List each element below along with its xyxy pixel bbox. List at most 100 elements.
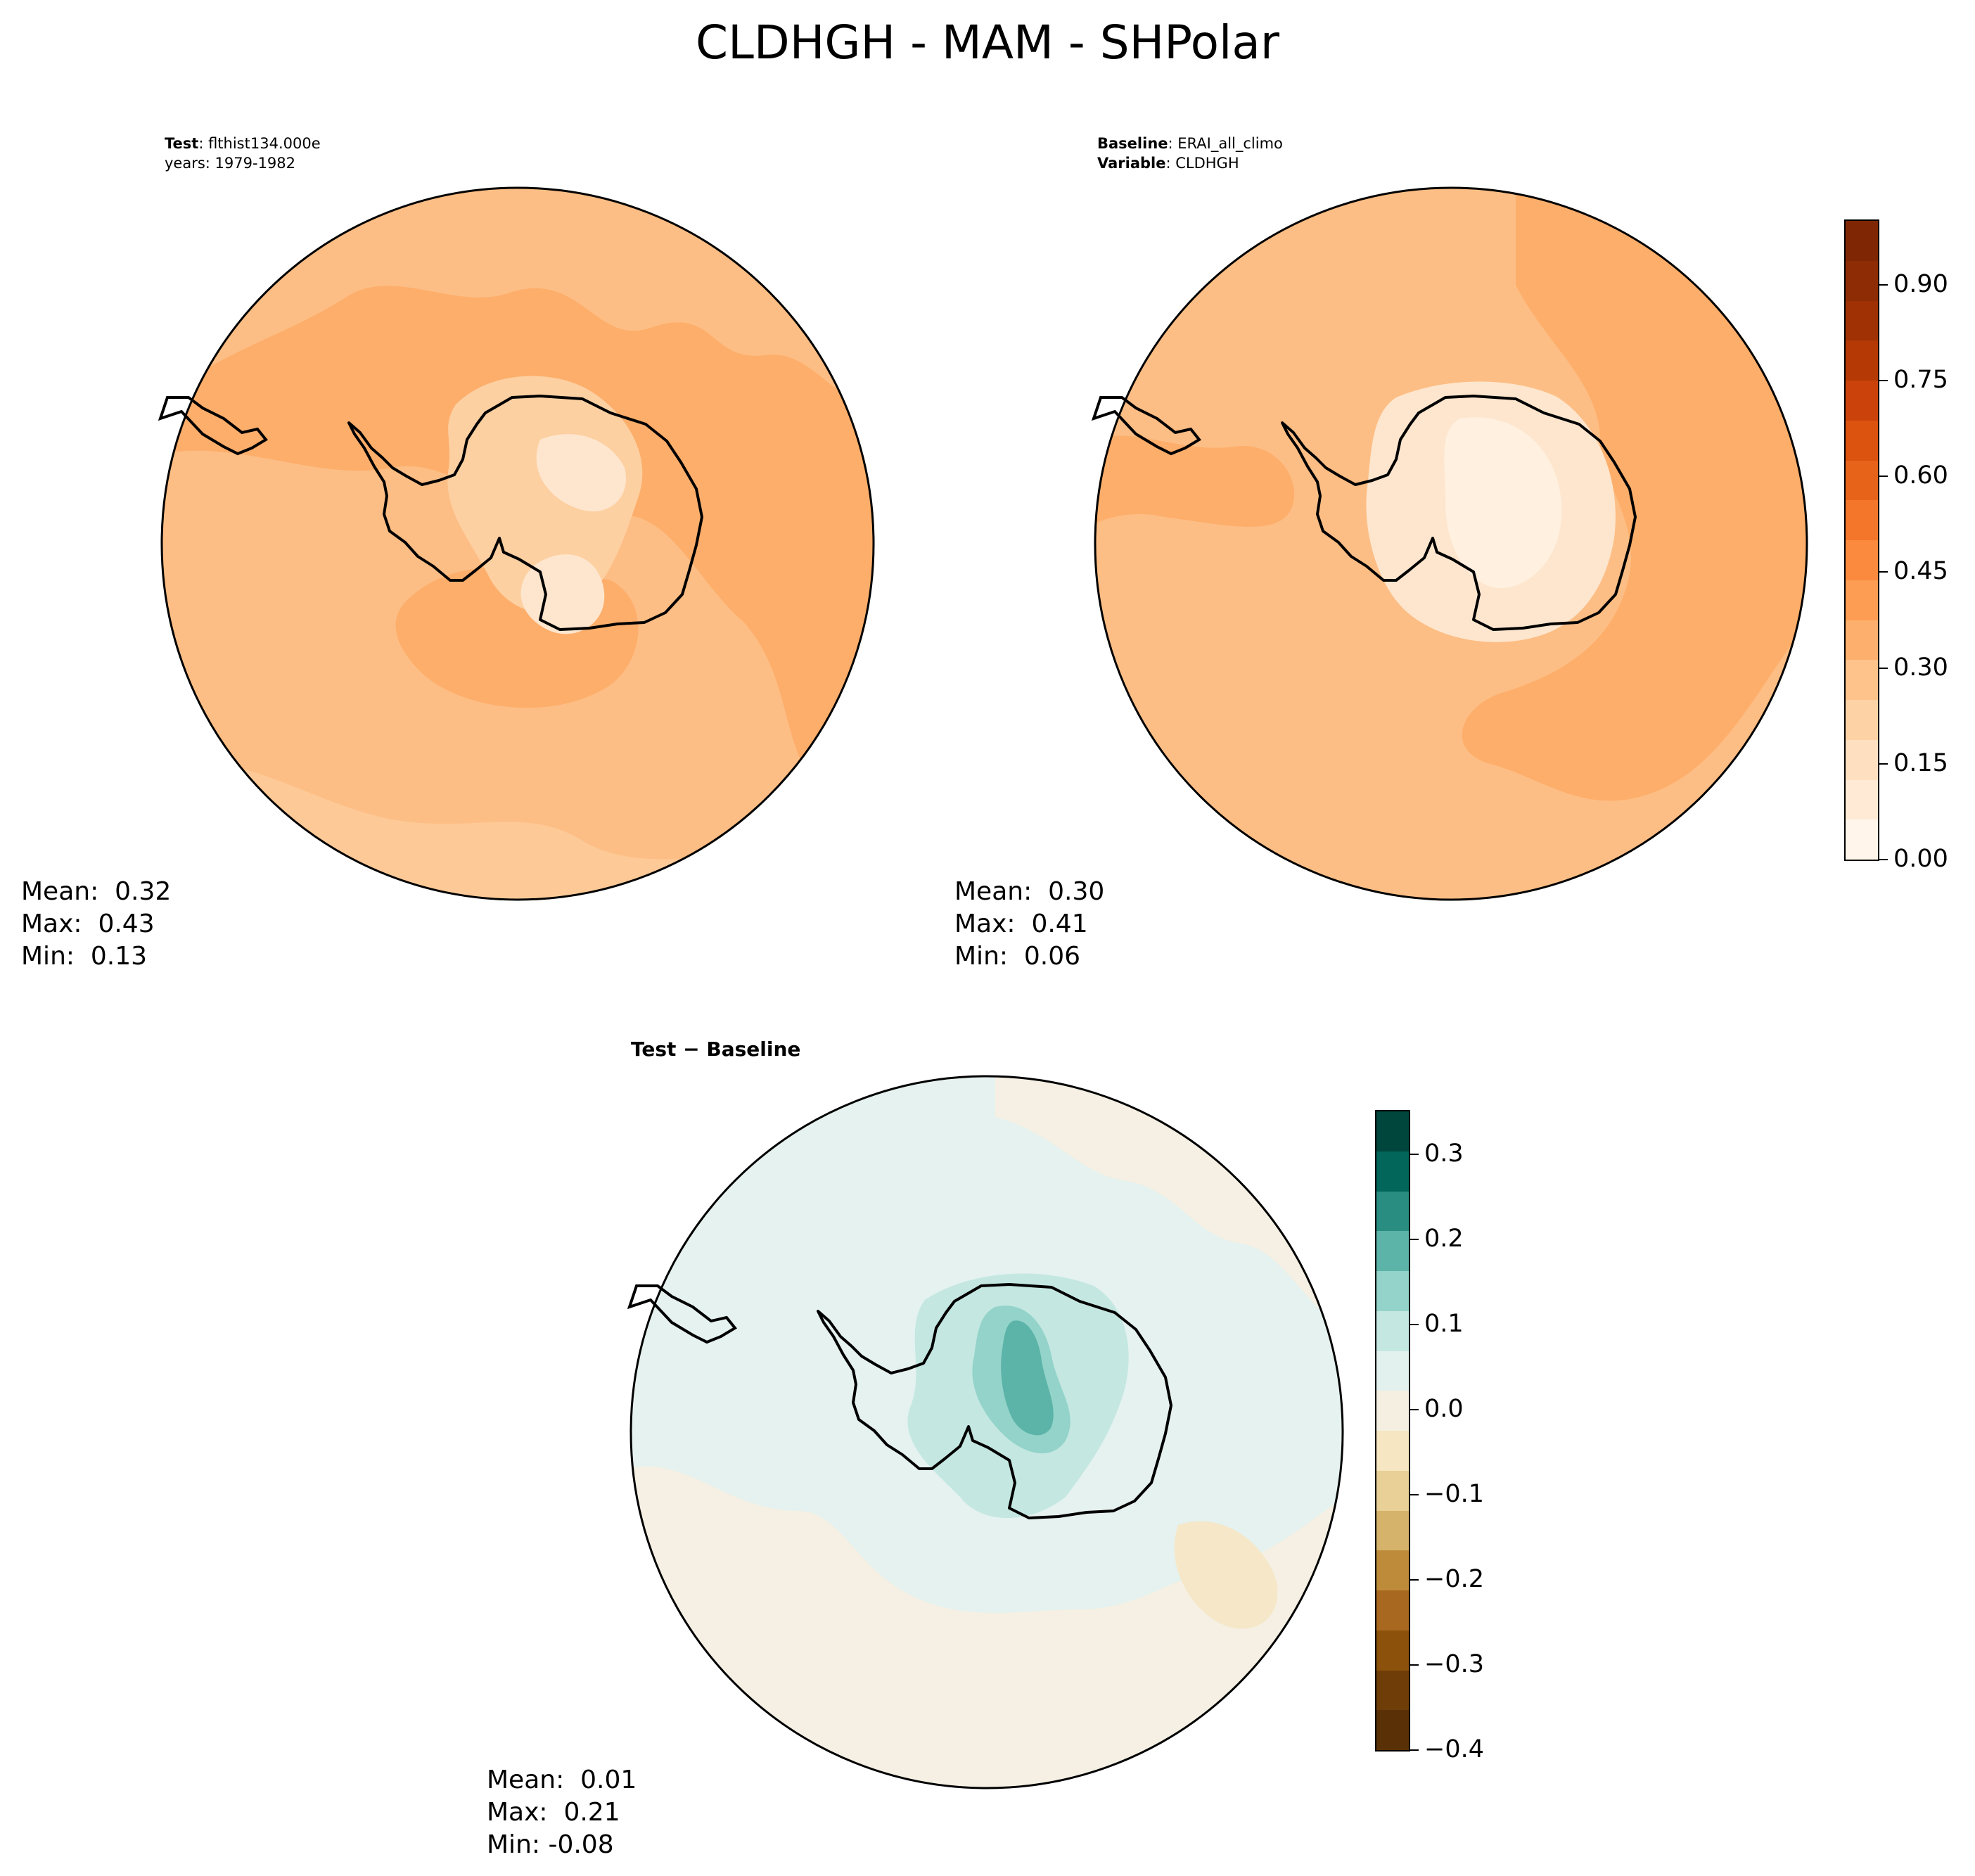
colorbar-diff-tickmark: [1410, 1238, 1419, 1240]
baseline-panel-header: Baseline: ERAI_all_climo Variable: CLDHG…: [1097, 134, 1283, 173]
colorbar-diff-segment: [1376, 1670, 1409, 1711]
test-map-border: [160, 186, 875, 901]
colorbar-diff-segment: [1376, 1231, 1409, 1271]
colorbar-diff-segment: [1376, 1271, 1409, 1311]
diff-min: Min: -0.08: [487, 1830, 614, 1859]
test-min: Min: 0.13: [21, 942, 148, 971]
colorbar-main-tick-label: 0.00: [1893, 845, 1948, 873]
test-map-zone-interior: [447, 376, 643, 613]
baseline-south-america-outline: [1091, 396, 1201, 456]
test-stats: Mean: 0.32 Max: 0.43 Min: 0.13: [21, 876, 171, 973]
test-label-value: : flthist134.000e: [198, 135, 321, 152]
baseline-min: Min: 0.06: [954, 942, 1081, 971]
colorbar-main-tick-label: 0.15: [1893, 748, 1948, 777]
variable-label: Variable: [1097, 155, 1166, 172]
colorbar-main-segment: [1846, 540, 1878, 580]
colorbar-diff-tickmark: [1410, 1749, 1419, 1751]
colorbar-diff-segment: [1376, 1510, 1409, 1551]
colorbar-main-segment: [1846, 460, 1878, 501]
colorbar-diff-tickmark: [1410, 1323, 1419, 1325]
colorbar-diff-tick-label: 0.0: [1424, 1394, 1464, 1423]
colorbar-diff-tick-label: −0.4: [1424, 1735, 1484, 1763]
colorbar-main-tickmark: [1879, 476, 1888, 478]
colorbar-diff-segment: [1376, 1590, 1409, 1631]
test-south-america-outline: [158, 396, 268, 456]
colorbar-main-tickmark: [1879, 762, 1888, 765]
colorbar-diff-segment: [1376, 1550, 1409, 1590]
diff-map: [627, 1075, 1344, 1789]
baseline-label: Baseline: [1097, 135, 1168, 152]
colorbar-diff-tickmark: [1410, 1153, 1419, 1155]
colorbar-diff-segment: [1376, 1431, 1409, 1471]
colorbar-diff: [1375, 1110, 1410, 1751]
baseline-map: [1091, 186, 1808, 901]
baseline-map-zone-high: [1462, 188, 1807, 801]
colorbar-diff-segment: [1376, 1391, 1409, 1431]
colorbar-main-tick-label: 0.90: [1893, 269, 1948, 298]
test-map-zone-high: [162, 286, 874, 809]
test-mean: Mean: 0.32: [21, 877, 172, 906]
colorbar-main-segment: [1846, 500, 1878, 540]
colorbar-diff-tickmark: [1410, 1664, 1419, 1666]
baseline-map-border: [1094, 186, 1808, 901]
diff-south-america-outline: [627, 1284, 737, 1344]
colorbar-main-segment: [1846, 700, 1878, 740]
colorbar-diff-tickmark: [1410, 1578, 1419, 1581]
diff-map-zone-max: [1001, 1320, 1054, 1436]
colorbar-main-segment: [1846, 340, 1878, 381]
colorbar-main-segment: [1846, 819, 1878, 860]
colorbar-diff-segment: [1376, 1710, 1409, 1750]
colorbar-diff-segment: [1376, 1630, 1409, 1671]
colorbar-diff-tick-label: −0.1: [1424, 1479, 1484, 1508]
colorbar-diff-segment: [1376, 1111, 1409, 1151]
colorbar-diff-segment: [1376, 1151, 1409, 1192]
colorbar-main-segment: [1846, 260, 1878, 301]
baseline-max: Max: 0.41: [954, 910, 1088, 938]
figure-title: CLDHGH - MAM - SHPolar: [696, 15, 1279, 70]
colorbar-main-segment: [1846, 420, 1878, 461]
diff-map-zone-neg-e: [1174, 1521, 1278, 1629]
baseline-map-zone-min: [1444, 417, 1562, 589]
test-map-zone-min-a: [536, 434, 626, 511]
test-max: Max: 0.43: [21, 910, 155, 938]
baseline-mean: Mean: 0.30: [954, 877, 1105, 906]
colorbar-diff-segment: [1376, 1470, 1409, 1511]
colorbar-diff-segment: [1376, 1351, 1409, 1391]
colorbar-diff-tick-label: −0.2: [1424, 1564, 1484, 1593]
diff-max: Max: 0.21: [487, 1798, 620, 1827]
test-map: [158, 186, 875, 901]
test-antarctica-outline: [347, 395, 703, 631]
colorbar-diff-tick-label: −0.3: [1424, 1650, 1484, 1678]
colorbar-main-tickmark: [1879, 859, 1888, 860]
colorbar-main-tickmark: [1879, 571, 1888, 573]
test-years: years: 1979-1982: [165, 155, 296, 172]
test-label: Test: [165, 135, 199, 152]
colorbar-main-segment: [1846, 580, 1878, 620]
colorbar-main-tick-label: 0.30: [1893, 653, 1948, 682]
diff-stats: Mean: 0.01 Max: 0.21 Min: -0.08: [487, 1764, 637, 1861]
colorbar-main-tickmark: [1879, 667, 1888, 669]
colorbar-main-tickmark: [1879, 283, 1888, 286]
baseline-map-zone-west: [1095, 435, 1295, 527]
diff-map-border: [629, 1075, 1344, 1789]
colorbar-main-segment: [1846, 620, 1878, 661]
colorbar-main-tick-label: 0.45: [1893, 557, 1948, 586]
colorbar-main-segment: [1846, 660, 1878, 700]
colorbar-diff-tickmark: [1410, 1408, 1419, 1410]
baseline-label-value: : ERAI_all_climo: [1168, 135, 1283, 152]
diff-panel-header: Test − Baseline: [631, 1038, 801, 1061]
colorbar-diff-tick-label: 0.3: [1424, 1139, 1464, 1168]
baseline-stats: Mean: 0.30 Max: 0.41 Min: 0.06: [954, 876, 1104, 973]
colorbar-main-tick-label: 0.75: [1893, 366, 1948, 394]
colorbar-main-tickmark: [1879, 380, 1888, 381]
colorbar-main-segment: [1846, 381, 1878, 421]
colorbar-diff-segment: [1376, 1191, 1409, 1232]
colorbar-main-tick-label: 0.60: [1893, 461, 1948, 490]
colorbar-main-segment: [1846, 739, 1878, 780]
variable-label-value: : CLDHGH: [1165, 155, 1239, 172]
colorbar-main-segment: [1846, 779, 1878, 820]
colorbar-main-segment: [1846, 300, 1878, 341]
colorbar-main-segment: [1846, 221, 1878, 261]
colorbar-diff-tickmark: [1410, 1493, 1419, 1495]
colorbar-main: [1844, 219, 1879, 861]
